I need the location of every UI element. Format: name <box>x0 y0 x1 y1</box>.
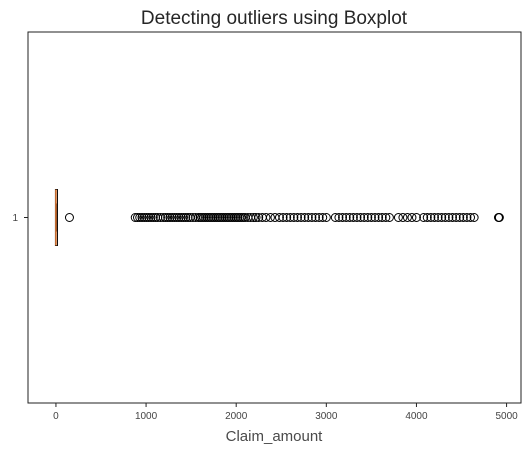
outlier-point <box>363 213 373 222</box>
outlier-point <box>366 213 376 222</box>
outlier-point <box>251 213 261 222</box>
outlier-point <box>462 213 472 222</box>
x-tick-label: 3000 <box>315 411 338 422</box>
outlier-point <box>307 213 317 222</box>
x-axis-label: Claim_amount <box>226 428 324 445</box>
outlier-point <box>466 213 476 222</box>
outlier-point <box>137 213 147 222</box>
outlier-point <box>318 213 328 222</box>
outlier-point <box>393 213 403 222</box>
outlier-point <box>64 213 74 222</box>
outlier-point <box>381 213 391 222</box>
outlier-point <box>181 213 191 222</box>
outlier-point <box>146 213 156 222</box>
outlier-point <box>419 213 429 222</box>
outlier-point <box>133 213 143 222</box>
outlier-point <box>469 213 479 222</box>
outlier-point <box>188 213 198 222</box>
outlier-point <box>330 213 340 222</box>
outlier-point <box>163 213 173 222</box>
outlier-point <box>261 213 271 222</box>
outlier-point <box>356 213 366 222</box>
outlier-point <box>278 213 288 222</box>
x-axis: 0 1000 2000 3000 4000 5000 <box>53 403 518 422</box>
outlier-point <box>292 213 302 222</box>
outlier-point <box>169 213 179 222</box>
outlier-point <box>135 213 145 222</box>
outlier-point <box>248 213 258 222</box>
outlier-point <box>334 213 344 222</box>
outlier-point <box>282 213 292 222</box>
outlier-point <box>437 213 447 222</box>
outlier-point <box>142 213 152 222</box>
x-tick-label: 0 <box>53 411 59 422</box>
outlier-point <box>321 213 331 222</box>
outlier-point <box>370 213 380 222</box>
y-axis: 1 <box>12 213 28 224</box>
outlier-point <box>144 213 154 222</box>
outlier-point <box>407 213 417 222</box>
outlier-point <box>422 213 432 222</box>
x-tick-label: 5000 <box>495 411 518 422</box>
outlier-point <box>374 213 384 222</box>
outlier-point <box>455 213 465 222</box>
outlier-point <box>167 213 177 222</box>
outlier-point <box>160 213 170 222</box>
outlier-point <box>300 213 310 222</box>
outlier-point <box>348 213 358 222</box>
outlier-point <box>448 213 458 222</box>
outlier-point <box>174 213 184 222</box>
outlier-point <box>494 213 504 222</box>
outlier-point <box>345 213 355 222</box>
outlier-point <box>303 213 313 222</box>
x-tick-label: 1000 <box>135 411 158 422</box>
outlier-point <box>274 213 284 222</box>
chart-title: Detecting outliers using Boxplot <box>141 8 408 29</box>
outlier-point <box>352 213 362 222</box>
outlier-point <box>289 213 299 222</box>
outlier-point <box>172 213 182 222</box>
outlier-point <box>155 213 165 222</box>
outliers <box>64 213 504 222</box>
outlier-point <box>451 213 461 222</box>
outlier-point <box>139 213 149 222</box>
x-tick-label: 2000 <box>225 411 248 422</box>
outlier-point <box>130 213 140 222</box>
outlier-point <box>377 213 387 222</box>
outlier-point <box>411 213 421 222</box>
outlier-point <box>433 213 443 222</box>
outlier-point <box>402 213 412 222</box>
outlier-point <box>254 213 264 222</box>
outlier-point <box>148 213 158 222</box>
outlier-point <box>158 213 168 222</box>
box <box>54 189 58 246</box>
outlier-point <box>426 213 436 222</box>
outlier-point <box>429 213 439 222</box>
outlier-point <box>285 213 295 222</box>
outlier-point <box>165 213 175 222</box>
outlier-point <box>314 213 324 222</box>
outlier-point <box>270 213 280 222</box>
outlier-point <box>440 213 450 222</box>
outlier-point <box>176 213 186 222</box>
outlier-point <box>384 213 394 222</box>
outlier-point <box>296 213 306 222</box>
outlier-point <box>359 213 369 222</box>
outlier-point <box>265 213 275 222</box>
outlier-point <box>338 213 348 222</box>
outlier-point <box>398 213 408 222</box>
outlier-point <box>178 213 188 222</box>
outlier-point <box>458 213 468 222</box>
outlier-point <box>341 213 351 222</box>
y-tick-label: 1 <box>12 213 18 224</box>
x-tick-label: 4000 <box>405 411 428 422</box>
outlier-point <box>311 213 321 222</box>
outlier-point <box>444 213 454 222</box>
